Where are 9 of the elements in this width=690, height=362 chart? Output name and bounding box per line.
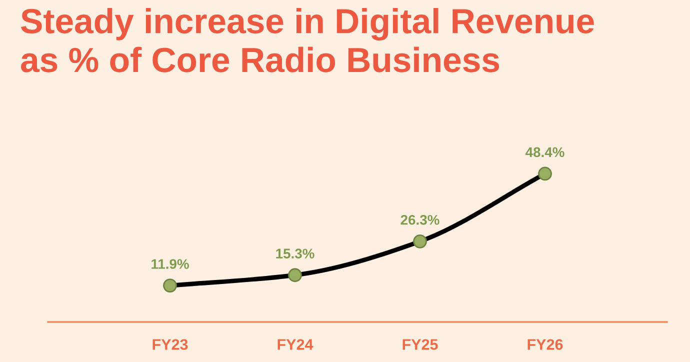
data-label: 11.9%: [152, 259, 189, 269]
x-tick-label: FY25: [402, 339, 438, 350]
chart-title: Steady increase in Digital Revenue as % of Core Radio Business: [21, 8, 594, 72]
data-label: 15.3%: [276, 248, 314, 259]
x-tick-label: FY23: [152, 339, 188, 350]
x-tick-label: FY24: [278, 339, 314, 350]
data-label: 48.4%: [526, 147, 564, 158]
x-tick-label: FY26: [528, 339, 563, 350]
data-label: 26.3%: [400, 214, 440, 225]
